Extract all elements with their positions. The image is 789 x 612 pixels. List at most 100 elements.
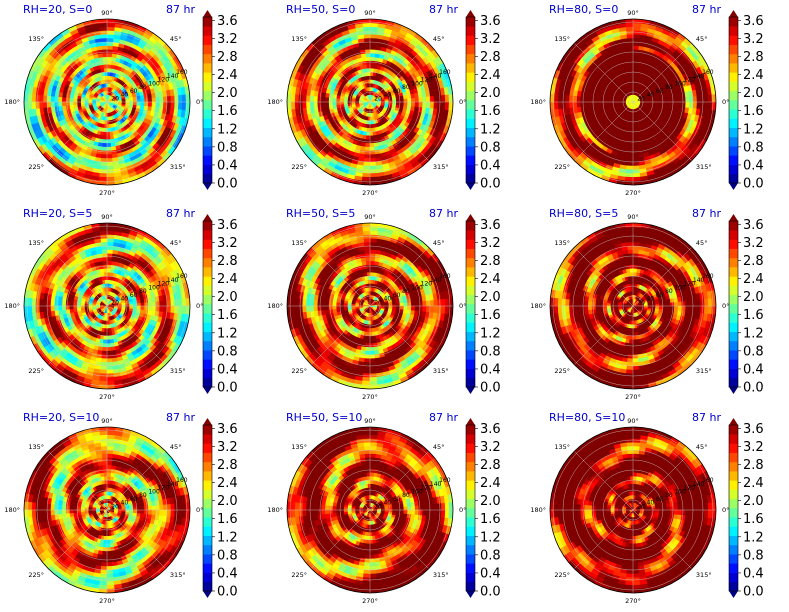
heatmap-cell [132, 101, 138, 106]
heatmap-cell [627, 146, 634, 152]
heatmap-cell [364, 146, 371, 152]
colorbar-tick-label: 1.2 [217, 122, 238, 137]
heatmap-cell [658, 101, 664, 106]
heatmap-cell [106, 67, 111, 73]
heatmap-cell [103, 331, 108, 337]
heatmap-cell [42, 95, 48, 103]
polar-panel: 20 40 60 80 100 120 140 160 0° 45° 90° 135° 180° 225°… [0, 0, 263, 204]
colorbar-tick-label: 0.0 [743, 177, 764, 192]
angular-gridline [106, 43, 166, 103]
heatmap-cell [301, 95, 307, 103]
polar-outline [23, 18, 191, 186]
heatmap-cell [632, 142, 638, 148]
colorbar-segment [729, 26, 738, 36]
heatmap-cell [673, 101, 679, 107]
radial-tick-label: 20 [374, 95, 382, 102]
heatmap-cell [632, 26, 641, 31]
heatmap-cell [106, 26, 115, 31]
heatmap-cell [103, 127, 108, 133]
polar-plot: 204060801001201401600°45°90°135°180°225°… [267, 9, 500, 197]
heatmap-cell [410, 97, 416, 103]
heatmap-cell [429, 101, 435, 109]
heatmap-cell [366, 131, 371, 137]
radial-tick-label: 80 [665, 84, 673, 91]
angle-tick-label: 135° [554, 35, 570, 43]
colorbar-segment [466, 118, 475, 128]
heatmap-cell [632, 45, 639, 50]
heatmap-cell [301, 101, 307, 109]
colorbar-segment [729, 90, 738, 101]
polar-plot: 204060801001201401600°45°90°135°180°225°… [4, 213, 237, 401]
heatmap-cell [632, 67, 637, 73]
heatmap-cell [106, 79, 110, 84]
heatmap-cell [662, 101, 668, 106]
heatmap-cell [38, 95, 44, 103]
heatmap-cell [42, 101, 48, 109]
heatmap-cell [369, 165, 377, 171]
polar-outline [286, 18, 454, 186]
heatmap-cell [576, 101, 581, 108]
heatmap-cell [364, 150, 371, 156]
heatmap-cell [369, 161, 377, 167]
radial-tick-label: 160 [439, 69, 451, 76]
heatmap-cell [84, 99, 89, 103]
colorbar-segment [729, 44, 738, 55]
heatmap-cell [106, 56, 112, 62]
heatmap-cell [147, 97, 153, 103]
heatmap-cell [316, 101, 322, 108]
heatmap-cell [38, 101, 44, 109]
heatmap-cell [106, 60, 112, 65]
heatmap-cell [101, 48, 108, 54]
heatmap-cell [632, 71, 637, 77]
panel-time: 87 hr [429, 3, 458, 16]
heatmap-cell [369, 48, 376, 54]
heatmap-cell [155, 96, 161, 103]
heatmap-cell [384, 101, 390, 105]
colorbar-segment [466, 44, 475, 55]
heatmap-cell [101, 45, 108, 50]
angular-gridline [311, 43, 371, 103]
heatmap-cell [80, 99, 85, 103]
colorbar-segment [729, 127, 738, 138]
heatmap-cell [136, 101, 142, 106]
colorbar-tick-label: 2.8 [217, 50, 238, 65]
heatmap-cell [328, 97, 333, 103]
colorbar-segment [203, 90, 212, 101]
angular-gridline [369, 101, 429, 161]
radial-tick-label: 60 [393, 88, 401, 95]
heatmap-cell [629, 127, 634, 133]
colorbar-segment [203, 26, 212, 36]
heatmap-field [24, 19, 190, 185]
colorbar-segment [729, 118, 738, 128]
heatmap-cell [365, 56, 371, 62]
radial-tick-label: 60 [130, 88, 138, 95]
heatmap-cell [106, 154, 113, 159]
heatmap-cell [106, 275, 111, 281]
colorbar-segment [729, 53, 738, 64]
heatmap-cell [564, 101, 570, 109]
panel-title: RH=50, S=0 [286, 3, 356, 16]
heatmap-cell [106, 173, 115, 178]
heatmap-cell [31, 94, 36, 103]
heatmap-cell [343, 99, 348, 103]
heatmap-cell [104, 120, 108, 125]
angle-tick-label: 0° [196, 98, 203, 106]
colorbar-frame [202, 16, 213, 184]
heatmap-cell [99, 173, 108, 178]
heatmap-cell [395, 101, 401, 106]
colorbar-segment [203, 63, 212, 73]
heatmap-cell [50, 96, 55, 103]
heatmap-cell [369, 37, 377, 43]
heatmap-cell [418, 96, 424, 103]
heatmap-cell [129, 305, 134, 309]
angle-tick-label: 270° [362, 189, 378, 197]
heatmap-cell [366, 127, 371, 133]
heatmap-cell [125, 101, 130, 105]
colorbar-segment [729, 17, 738, 27]
radial-tick-label: 100 [148, 80, 160, 87]
colorbar-tick-label: 0.4 [217, 158, 238, 173]
colorbar-segment [466, 81, 475, 92]
colorbar-segment [466, 155, 475, 165]
heatmap-cell [144, 101, 149, 107]
